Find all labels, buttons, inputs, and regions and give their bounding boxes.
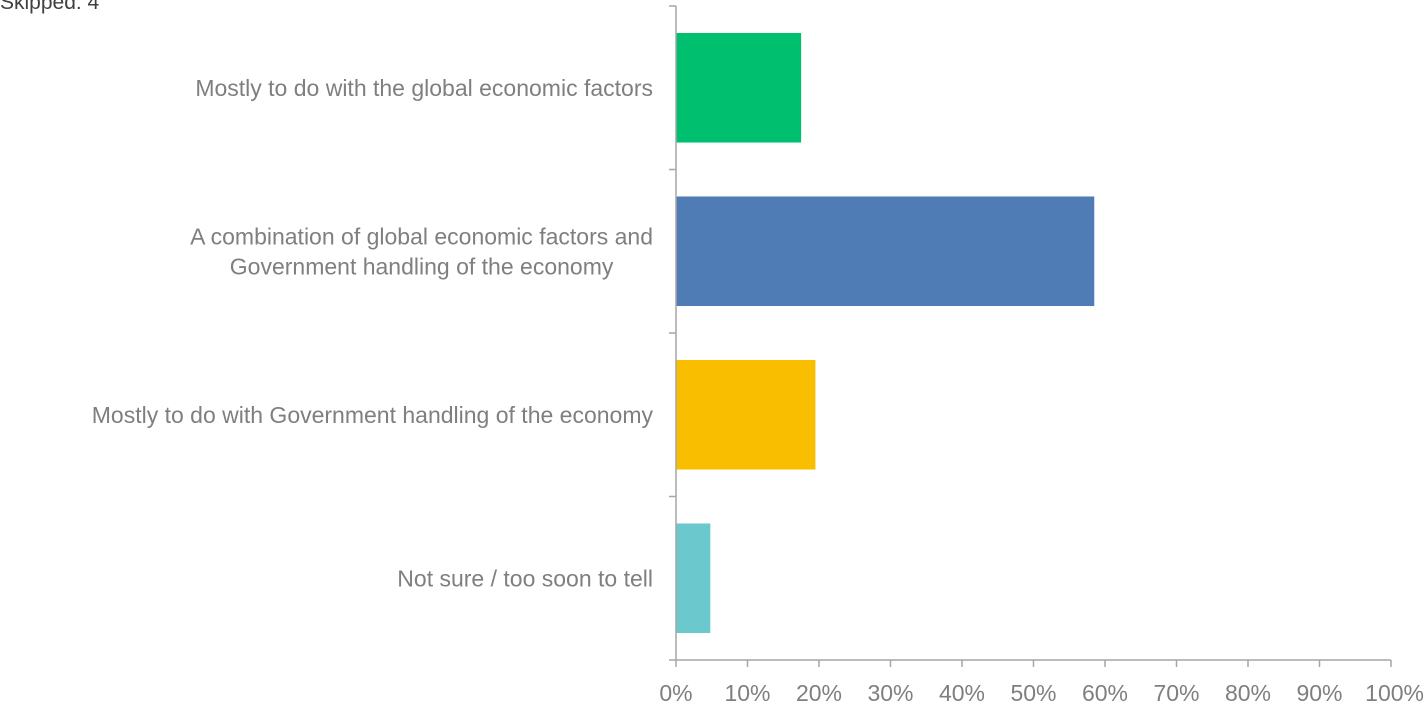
axes-group xyxy=(669,5,1392,667)
category-label-2: A combination of global economic factors… xyxy=(190,223,653,279)
bar-2 xyxy=(676,196,1095,307)
x-tick-label: 0% xyxy=(659,680,692,706)
skipped-count: Skipped: 4 xyxy=(0,0,100,14)
category-label-line: Mostly to do with Government handling of… xyxy=(92,402,654,428)
x-tick-label: 40% xyxy=(939,680,985,706)
bar-3 xyxy=(676,359,816,470)
category-label-4: Not sure / too soon to tell xyxy=(397,565,653,591)
x-tick-label: 20% xyxy=(796,680,842,706)
x-tick-labels: 0% 10% 20% 30% 40% 50% 60% 70% 80% 90% 100% xyxy=(659,680,1424,706)
category-label-3: Mostly to do with Government handling of… xyxy=(92,402,654,428)
category-label-line: Mostly to do with the global economic fa… xyxy=(195,75,653,101)
bars-group xyxy=(676,32,1095,634)
category-label-line: A combination of global economic factors… xyxy=(190,223,653,249)
category-label-1: Mostly to do with the global economic fa… xyxy=(195,75,653,101)
category-label-line: Government handling of the economy xyxy=(230,253,614,279)
x-tick-label: 50% xyxy=(1010,680,1056,706)
x-tick-label: 90% xyxy=(1296,680,1342,706)
x-tick-label: 30% xyxy=(867,680,913,706)
x-tick-label: 60% xyxy=(1082,680,1128,706)
x-tick-label: 10% xyxy=(724,680,770,706)
bar-4 xyxy=(676,523,711,634)
bar-1 xyxy=(676,32,802,143)
x-tick-label: 100% xyxy=(1365,680,1424,706)
x-tick-label: 70% xyxy=(1153,680,1199,706)
category-label-line: Not sure / too soon to tell xyxy=(397,565,653,591)
x-tick-label: 80% xyxy=(1225,680,1271,706)
category-labels: Mostly to do with the global economic fa… xyxy=(92,75,654,592)
